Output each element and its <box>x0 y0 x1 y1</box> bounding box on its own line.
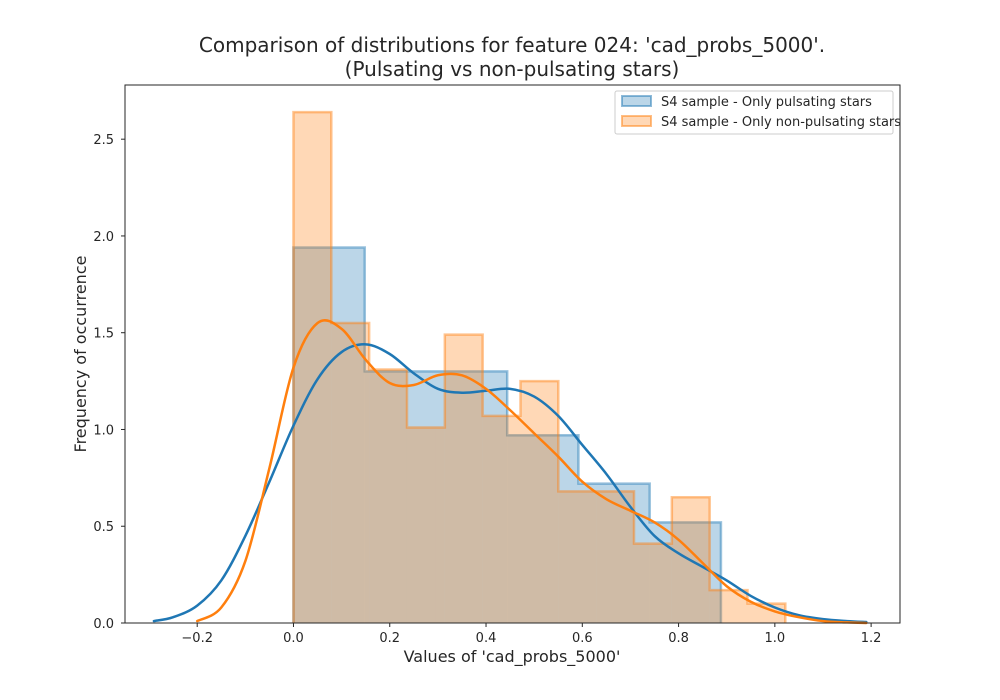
histogram-bars <box>292 110 787 623</box>
histogram-bar-non-pulsating <box>709 590 748 623</box>
histogram-bar-pulsating <box>578 483 650 623</box>
plot-frame <box>124 84 901 624</box>
x-tick-label: −0.2 <box>181 631 213 646</box>
x-tick-label: 0.2 <box>379 631 400 646</box>
x-tick-label: 1.0 <box>765 631 786 646</box>
kde-curve-non-pulsating <box>195 319 868 625</box>
histogram-bar-non-pulsating <box>558 491 597 623</box>
histogram-bar-pulsating <box>293 247 365 623</box>
histogram-bar-pulsating <box>649 522 721 623</box>
legend-swatch-pulsating <box>621 95 652 107</box>
x-tick-label: 0.8 <box>668 631 689 646</box>
histogram-bar-pulsating <box>364 371 436 623</box>
y-tick-label: 1.0 <box>93 423 114 438</box>
histogram-bar-non-pulsating <box>331 323 370 623</box>
histogram-bar-non-pulsating <box>596 491 634 623</box>
kde-curves <box>152 319 868 625</box>
y-tick-label: 2.0 <box>93 230 114 245</box>
y-tick-label: 0.5 <box>93 520 114 535</box>
x-tick-label: 0.6 <box>572 631 593 646</box>
legend-label-pulsating: S4 sample - Only pulsating stars <box>661 95 872 110</box>
histogram-bar-non-pulsating <box>633 543 672 623</box>
histogram-bar-non-pulsating <box>444 334 483 623</box>
histogram-bar-non-pulsating <box>406 427 445 623</box>
legend: S4 sample - Only pulsating stars S4 samp… <box>614 90 901 135</box>
histogram-bar-non-pulsating <box>482 415 521 623</box>
x-tick-label: 1.2 <box>861 631 882 646</box>
chart-title-line2: (Pulsating vs non-pulsating stars) <box>345 57 680 81</box>
legend-box <box>614 90 894 135</box>
histogram-outline-non-pulsating <box>292 110 787 623</box>
y-tick-label: 1.5 <box>93 327 114 342</box>
kde-curve-pulsating <box>152 343 868 624</box>
legend-label-non-pulsating: S4 sample - Only non-pulsating stars <box>661 115 901 130</box>
y-axis-ticks: 0.0 0.5 1.0 1.5 2.0 2.5 <box>93 133 125 632</box>
histogram-bar-non-pulsating <box>520 381 559 623</box>
y-axis-label: Frequency of occurrence <box>71 256 90 453</box>
x-tick-label: 0.0 <box>283 631 304 646</box>
y-tick-label: 0.0 <box>93 617 114 632</box>
histogram-bar-pulsating <box>435 371 508 623</box>
histogram-outline-pulsating <box>292 246 723 623</box>
x-tick-label: 0.4 <box>476 631 497 646</box>
chart-title-line1: Comparison of distributions for feature … <box>199 33 825 57</box>
y-tick-label: 2.5 <box>93 133 114 148</box>
x-axis-label: Values of 'cad_probs_5000' <box>404 647 621 667</box>
x-axis-ticks: −0.2 0.0 0.2 0.4 0.6 0.8 1.0 1.2 <box>181 623 881 646</box>
legend-swatch-non-pulsating <box>621 115 652 127</box>
histogram-bar-non-pulsating <box>369 369 407 623</box>
